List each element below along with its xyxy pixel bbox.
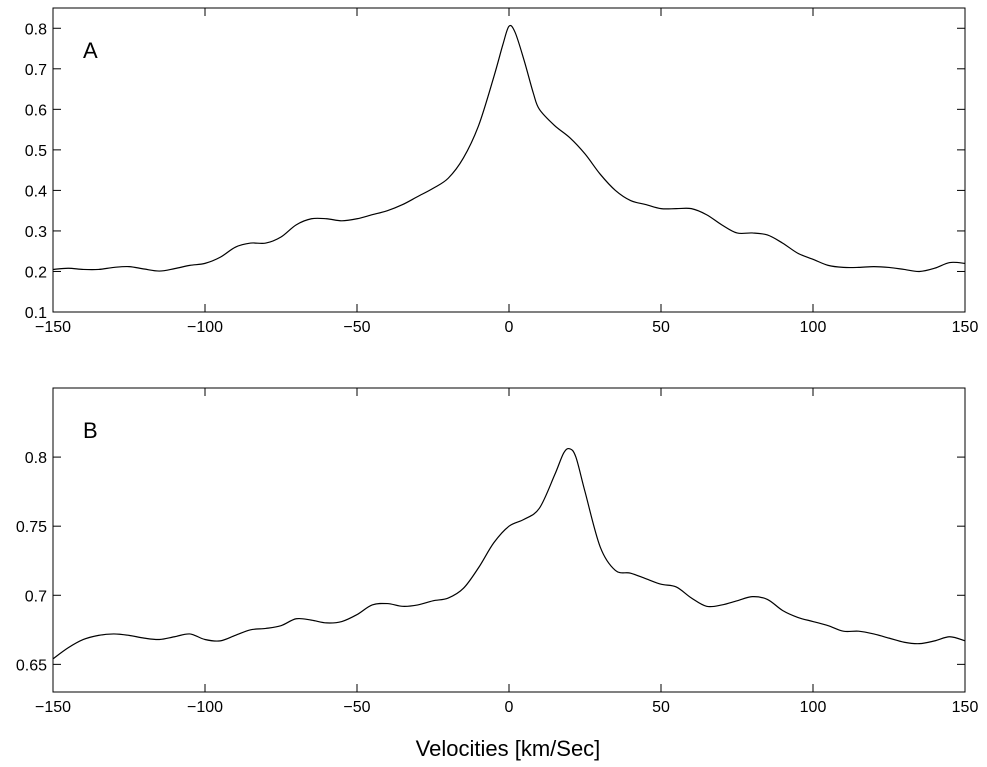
- a-y-tick-label: 0.7: [25, 62, 47, 79]
- b-x-tick-label: 50: [652, 699, 670, 716]
- panel-b: −150 −100 −50 0 50 100 150 0.65 0.7 0.75 0.8 B: [16, 387, 979, 716]
- a-y-tick-label: 0.2: [25, 264, 47, 281]
- b-y-tick-label: 0.8: [25, 450, 47, 467]
- a-x-tick-label: 100: [800, 319, 827, 336]
- b-x-tick-label: −150: [35, 699, 71, 716]
- b-x-tick-label: 100: [800, 699, 827, 716]
- a-plot-frame: [52, 7, 966, 313]
- a-y-tick-label: 0.4: [25, 183, 47, 200]
- a-y-tick-label: 0.3: [25, 224, 47, 241]
- b-y-tick-label: 0.75: [16, 519, 47, 536]
- b-x-tick-label: 150: [952, 699, 979, 716]
- panel-a: −150 −100 −50 0 50 100 150 0.1 0.2 0.3 0.4 0.5 0.6 0.…: [25, 7, 979, 336]
- b-series-line: [52, 447, 966, 660]
- a-x-tick-label: −100: [187, 319, 223, 336]
- b-y-tick-label: 0.7: [25, 588, 47, 605]
- b-plot-frame: [52, 387, 966, 693]
- a-series-line: [52, 24, 966, 273]
- b-panel-label: B: [83, 418, 98, 443]
- b-x-tick-label: 0: [505, 699, 514, 716]
- a-y-tick-label: 0.6: [25, 102, 47, 119]
- a-y-tick-label: 0.8: [25, 21, 47, 38]
- a-panel-label: A: [83, 38, 98, 63]
- a-x-tick-label: 150: [952, 319, 979, 336]
- a-x-tick-label: −150: [35, 319, 71, 336]
- x-axis-title: Velocities [km/Sec]: [416, 736, 601, 761]
- a-x-tick-label: 0: [505, 319, 514, 336]
- a-y-tick-label: 0.1: [25, 305, 47, 322]
- a-x-tick-label: −50: [343, 319, 370, 336]
- b-x-tick-label: −100: [187, 699, 223, 716]
- a-y-tick-label: 0.5: [25, 143, 47, 160]
- b-y-tick-label: 0.65: [16, 657, 47, 674]
- b-x-tick-label: −50: [343, 699, 370, 716]
- a-x-tick-label: 50: [652, 319, 670, 336]
